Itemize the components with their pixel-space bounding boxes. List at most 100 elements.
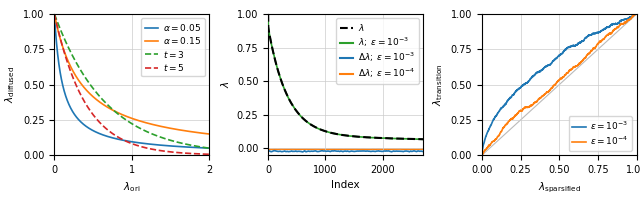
$\Delta\lambda;\; \epsilon=10^{-4}$ xyxy=(340,148,348,150)
Line: $\epsilon = 10^{-4}$: $\epsilon = 10^{-4}$ xyxy=(482,14,637,155)
$\epsilon = 10^{-4}$ xyxy=(478,154,486,156)
$\epsilon = 10^{-4}$ xyxy=(524,106,532,108)
$\epsilon = 10^{-4}$ xyxy=(633,13,640,15)
$\Delta\lambda;\; \epsilon=10^{-3}$ xyxy=(310,150,318,152)
$\lambda;\; \epsilon=10^{-3}$ xyxy=(265,30,273,33)
X-axis label: Index: Index xyxy=(332,180,360,190)
$\lambda$ xyxy=(419,138,427,140)
$t = 3$ xyxy=(113,112,121,114)
$\Delta\lambda;\; \epsilon=10^{-4}$ xyxy=(388,148,396,150)
Line: $\lambda$: $\lambda$ xyxy=(268,14,423,139)
$\lambda$ xyxy=(345,135,353,137)
$t = 5$ xyxy=(51,13,58,15)
$\alpha = 0.15$ xyxy=(119,114,127,116)
$\lambda;\; \epsilon=10^{-3}$ xyxy=(310,125,317,128)
X-axis label: $\lambda_{\mathrm{sparsified}}$: $\lambda_{\mathrm{sparsified}}$ xyxy=(538,180,581,195)
$\alpha = 0.05$ xyxy=(67,106,74,108)
$\epsilon = 10^{-4}$ xyxy=(602,36,609,38)
Line: $\alpha = 0.05$: $\alpha = 0.05$ xyxy=(54,14,209,148)
$t = 3$ xyxy=(119,116,127,119)
Y-axis label: $\lambda$: $\lambda$ xyxy=(220,81,231,88)
$\epsilon = 10^{-3}$ xyxy=(630,13,638,15)
$\alpha = 0.15$ xyxy=(172,128,179,130)
$\lambda;\; \epsilon=10^{-3}$ xyxy=(419,138,427,140)
$\lambda$ xyxy=(277,79,285,82)
$\alpha = 0.05$ xyxy=(157,144,164,146)
$\alpha = 0.15$ xyxy=(174,128,182,131)
$\alpha = 0.05$ xyxy=(119,139,127,141)
Y-axis label: $\lambda_{\mathrm{transition}}$: $\lambda_{\mathrm{transition}}$ xyxy=(431,63,445,106)
$\epsilon = 10^{-4}$ xyxy=(554,81,561,83)
Y-axis label: $\lambda_{\mathrm{diffused}}$: $\lambda_{\mathrm{diffused}}$ xyxy=(4,66,17,103)
$t = 3$ xyxy=(157,136,164,139)
$\lambda;\; \epsilon=10^{-3}$ xyxy=(388,137,396,140)
$t = 5$ xyxy=(113,135,121,138)
$\epsilon = 10^{-4}$ xyxy=(559,76,566,79)
$\epsilon = 10^{-4}$ xyxy=(633,13,640,15)
$\alpha = 0.15$ xyxy=(157,125,164,128)
$\lambda$ xyxy=(340,134,348,136)
$\Delta\lambda;\; \epsilon=10^{-3}$ xyxy=(265,150,273,152)
Legend: $\lambda$, $\lambda;\; \epsilon=10^{-3}$, $\Delta\lambda;\; \epsilon=10^{-3}$, $: $\lambda$, $\lambda;\; \epsilon=10^{-3}$… xyxy=(336,19,419,84)
$\Delta\lambda;\; \epsilon=10^{-3}$ xyxy=(419,150,427,153)
$\Delta\lambda;\; \epsilon=10^{-3}$ xyxy=(299,151,307,153)
$\lambda;\; \epsilon=10^{-3}$ xyxy=(340,134,348,137)
$\alpha = 0.05$ xyxy=(174,145,182,148)
Line: $\epsilon = 10^{-3}$: $\epsilon = 10^{-3}$ xyxy=(482,14,637,155)
$\epsilon = 10^{-3}$ xyxy=(479,147,486,149)
$\alpha = 0.15$ xyxy=(67,64,74,67)
$\lambda$ xyxy=(310,125,317,128)
Line: $\Delta\lambda;\; \epsilon=10^{-3}$: $\Delta\lambda;\; \epsilon=10^{-3}$ xyxy=(268,150,423,152)
$\Delta\lambda;\; \epsilon=10^{-3}$ xyxy=(340,150,348,152)
$t = 5$ xyxy=(119,139,127,141)
$\lambda;\; \epsilon=10^{-3}$ xyxy=(345,135,353,137)
$\epsilon = 10^{-3}$ xyxy=(633,13,640,15)
$t = 5$ xyxy=(205,153,213,155)
$\epsilon = 10^{-3}$ xyxy=(491,116,499,118)
$t = 3$ xyxy=(51,13,58,15)
$\alpha = 0.05$ xyxy=(51,13,58,15)
Line: $t = 5$: $t = 5$ xyxy=(54,14,209,154)
$\Delta\lambda;\; \epsilon=10^{-3}$ xyxy=(345,150,353,153)
Line: $\alpha = 0.15$: $\alpha = 0.15$ xyxy=(54,14,209,134)
$t = 3$ xyxy=(205,147,213,149)
$\Delta\lambda;\; \epsilon=10^{-4}$ xyxy=(419,148,427,150)
$\epsilon = 10^{-3}$ xyxy=(554,56,561,58)
$\Delta\lambda;\; \epsilon=10^{-3}$ xyxy=(277,150,285,153)
$\Delta\lambda;\; \epsilon=10^{-4}$ xyxy=(310,148,317,150)
$\epsilon = 10^{-4}$ xyxy=(479,152,486,155)
$\alpha = 0.15$ xyxy=(51,13,58,15)
$\lambda;\; \epsilon=10^{-3}$ xyxy=(264,13,272,15)
$t = 3$ xyxy=(67,50,74,52)
Line: $t = 3$: $t = 3$ xyxy=(54,14,209,148)
Line: $\lambda;\; \epsilon=10^{-3}$: $\lambda;\; \epsilon=10^{-3}$ xyxy=(268,14,423,139)
$t = 3$ xyxy=(172,140,179,143)
$t = 3$ xyxy=(174,141,182,143)
$t = 5$ xyxy=(172,151,179,154)
$\alpha = 0.05$ xyxy=(113,138,121,140)
$\epsilon = 10^{-3}$ xyxy=(559,52,566,54)
$t = 5$ xyxy=(67,69,74,72)
$\lambda;\; \epsilon=10^{-3}$ xyxy=(277,79,285,82)
$t = 5$ xyxy=(157,149,164,152)
Legend: $\alpha = 0.05$, $\alpha = 0.15$, $t = 3$, $t = 5$: $\alpha = 0.05$, $\alpha = 0.15$, $t = 3… xyxy=(141,19,205,76)
$t = 5$ xyxy=(174,151,182,154)
$\Delta\lambda;\; \epsilon=10^{-4}$ xyxy=(345,148,353,150)
$\lambda$ xyxy=(265,30,273,33)
$\epsilon = 10^{-3}$ xyxy=(524,81,532,83)
$\alpha = 0.15$ xyxy=(205,133,213,135)
$\lambda$ xyxy=(388,137,396,139)
$\lambda$ xyxy=(264,13,272,15)
$\epsilon = 10^{-3}$ xyxy=(478,154,486,156)
$\Delta\lambda;\; \epsilon=10^{-4}$ xyxy=(339,148,347,150)
$\epsilon = 10^{-4}$ xyxy=(491,139,499,141)
$\alpha = 0.05$ xyxy=(172,145,179,147)
$\Delta\lambda;\; \epsilon=10^{-4}$ xyxy=(277,148,285,150)
$\alpha = 0.05$ xyxy=(205,147,213,149)
X-axis label: $\lambda_{\mathrm{ori}}$: $\lambda_{\mathrm{ori}}$ xyxy=(123,180,141,194)
$\epsilon = 10^{-3}$ xyxy=(602,27,609,30)
Legend: $\epsilon = 10^{-3}$, $\epsilon = 10^{-4}$: $\epsilon = 10^{-3}$, $\epsilon = 10^{-4… xyxy=(568,116,632,151)
$\Delta\lambda;\; \epsilon=10^{-3}$ xyxy=(264,149,272,152)
$\Delta\lambda;\; \epsilon=10^{-3}$ xyxy=(264,150,272,152)
$\Delta\lambda;\; \epsilon=10^{-4}$ xyxy=(264,148,272,150)
